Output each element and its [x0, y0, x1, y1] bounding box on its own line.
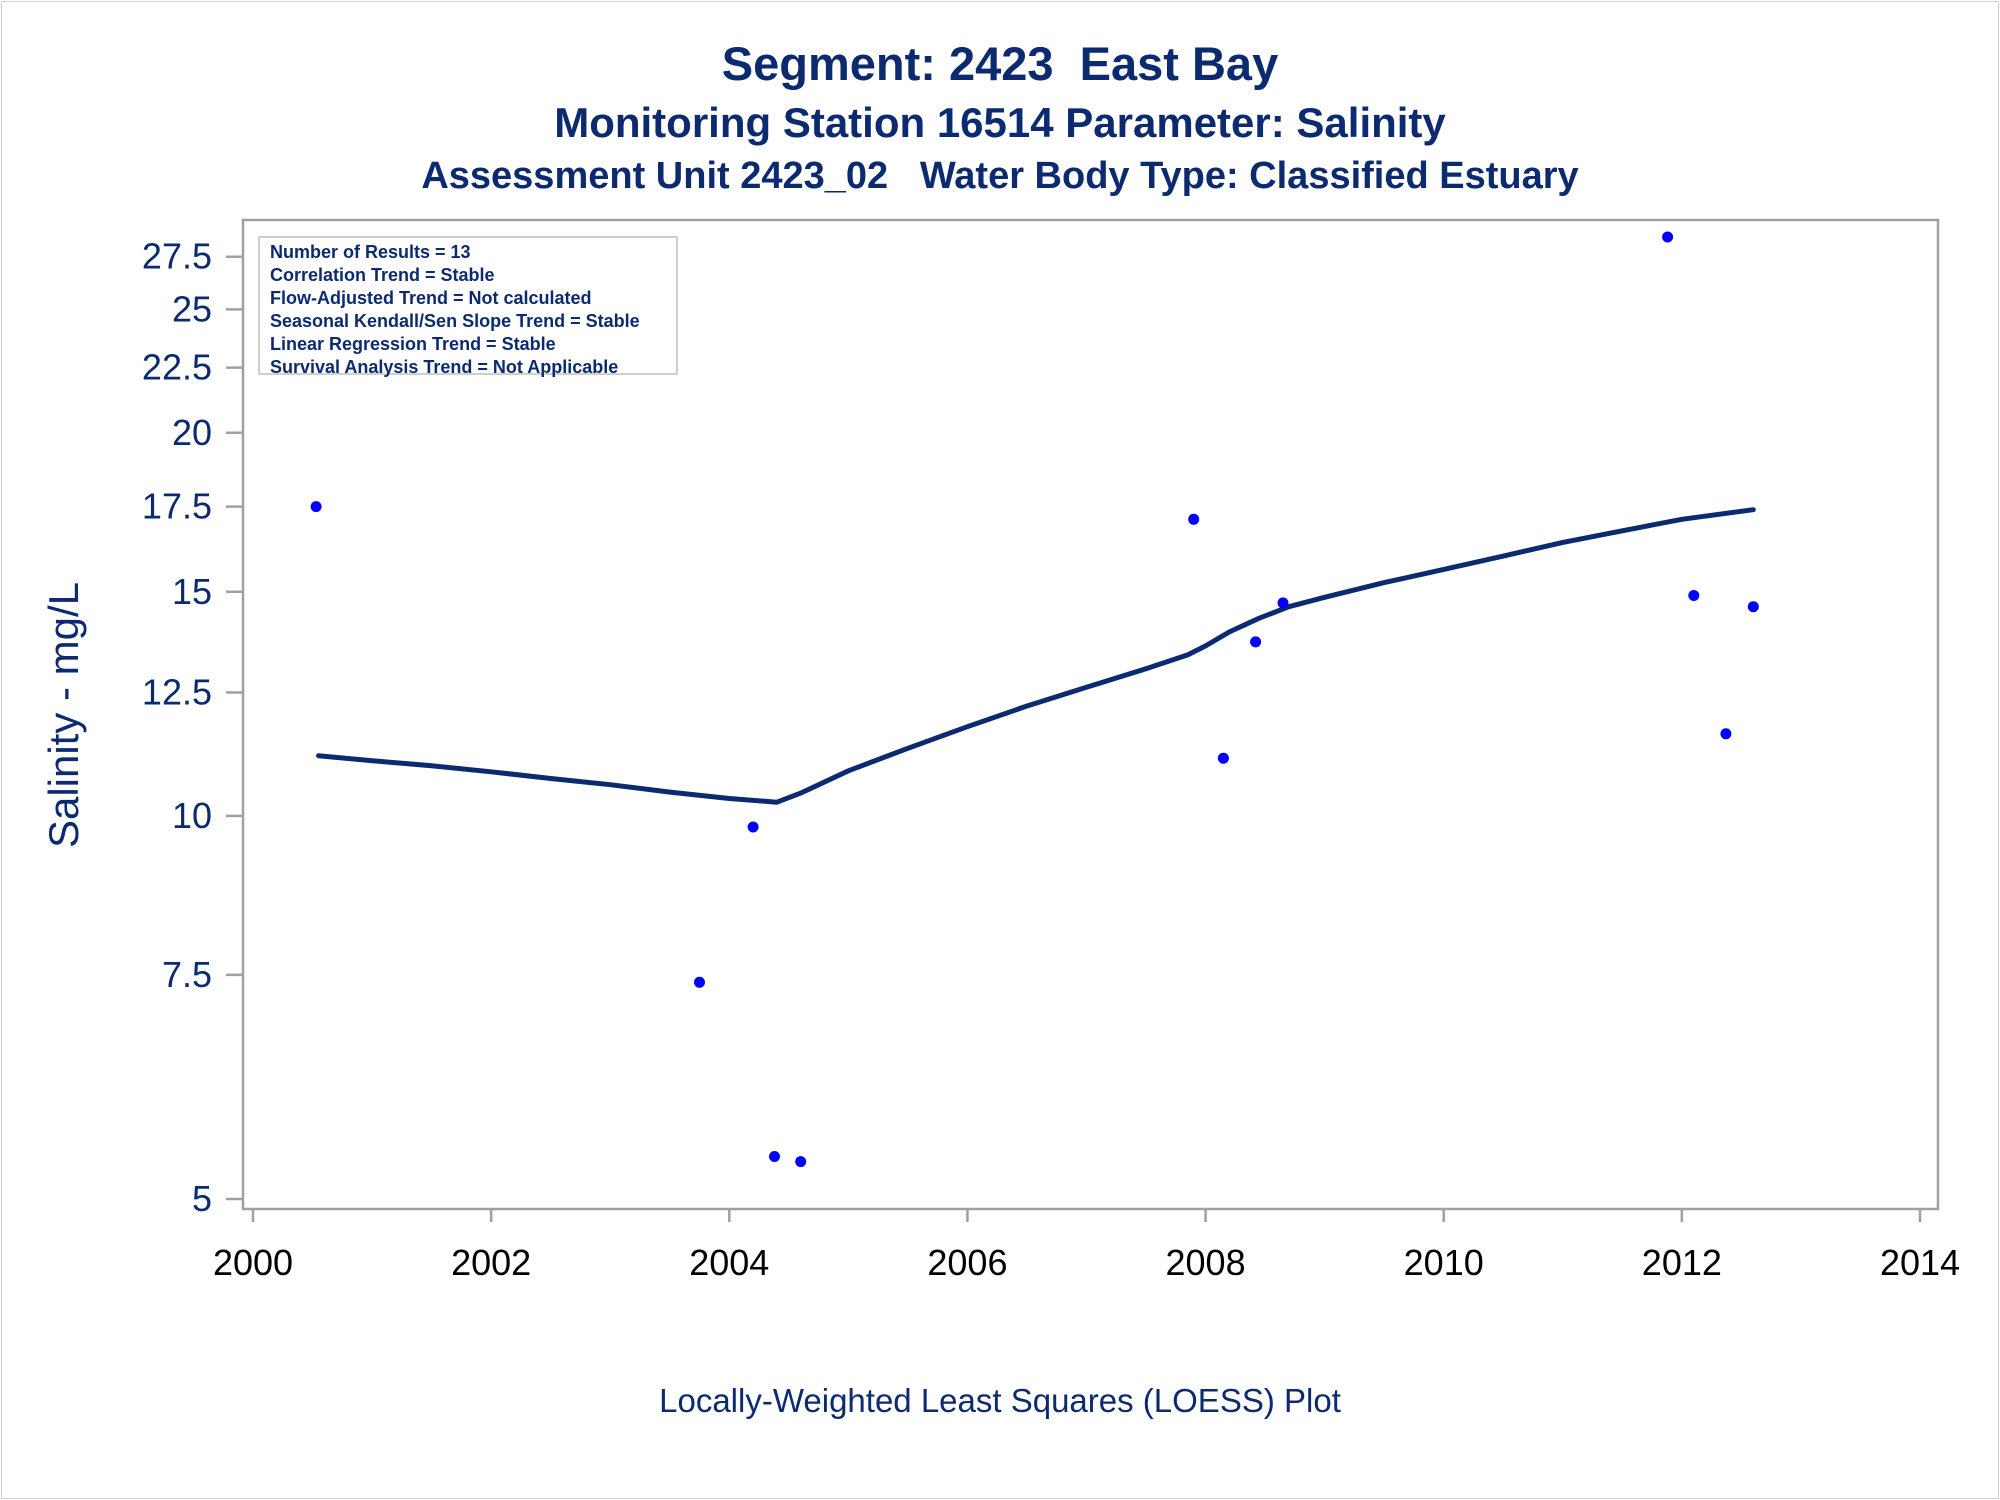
y-tick-label: 22.5 [142, 347, 212, 388]
trend-statistics-box: Number of Results = 13 Correlation Trend… [258, 236, 678, 377]
loess-line [316, 507, 1756, 805]
data-point [1720, 728, 1732, 740]
data-point [747, 821, 759, 833]
data-point [1217, 752, 1229, 764]
x-axis: 2000 2002 2004 2006 2008 2010 2012 2014 [213, 1209, 1960, 1283]
data-point [795, 1156, 807, 1168]
data-point [310, 501, 322, 513]
y-tick-label: 15 [172, 571, 212, 612]
stat-number-of-results: Number of Results = 13 [270, 242, 471, 262]
x-tick-label: 2008 [1166, 1242, 1246, 1283]
plot-footnote: Locally-Weighted Least Squares (LOESS) P… [659, 1382, 1341, 1419]
x-tick-label: 2006 [927, 1242, 1007, 1283]
data-point [1277, 597, 1289, 609]
y-tick-label: 20 [172, 412, 212, 453]
y-axis: 5 7.5 10 12.5 15 17.5 20 22.5 25 27.5 [142, 236, 243, 1219]
chart-subtitle: Monitoring Station 16514 Parameter: Sali… [554, 99, 1446, 146]
x-tick-label: 2000 [213, 1242, 293, 1283]
x-tick-label: 2002 [451, 1242, 531, 1283]
data-point [1662, 231, 1674, 243]
data-point [769, 1151, 780, 1162]
x-tick-label: 2014 [1880, 1242, 1960, 1283]
x-tick-label: 2004 [689, 1242, 769, 1283]
y-tick-label: 27.5 [142, 236, 212, 277]
stat-correlation-trend: Correlation Trend = Stable [270, 265, 495, 285]
x-tick-label: 2010 [1404, 1242, 1484, 1283]
stat-linear-regression-trend: Linear Regression Trend = Stable [270, 334, 556, 354]
data-point [694, 976, 705, 988]
y-tick-label: 10 [172, 795, 212, 836]
y-tick-label: 25 [172, 288, 212, 329]
stat-survival-analysis-trend: Survival Analysis Trend = Not Applicable [270, 357, 619, 377]
plot-area [241, 218, 1940, 1211]
y-tick-label: 7.5 [162, 954, 212, 995]
x-tick-label: 2012 [1642, 1242, 1722, 1283]
y-tick-label: 12.5 [142, 672, 212, 713]
data-points [310, 231, 1759, 1168]
chart-subtitle-2: Assessment Unit 2423_02 Water Body Type:… [421, 155, 1579, 197]
stat-flow-adjusted-trend: Flow-Adjusted Trend = Not calculated [270, 288, 592, 308]
chart-title: Segment: 2423 East Bay [721, 37, 1279, 90]
data-point [1688, 590, 1700, 601]
y-tick-label: 5 [192, 1178, 212, 1219]
y-axis-label: Salinity - mg/L [40, 582, 87, 848]
y-tick-label: 17.5 [142, 486, 212, 527]
loess-series [316, 507, 1756, 805]
stat-seasonal-kendall-trend: Seasonal Kendall/Sen Slope Trend = Stabl… [270, 311, 640, 331]
data-point [1250, 636, 1262, 648]
data-point [1747, 601, 1759, 613]
data-point [1188, 513, 1200, 525]
